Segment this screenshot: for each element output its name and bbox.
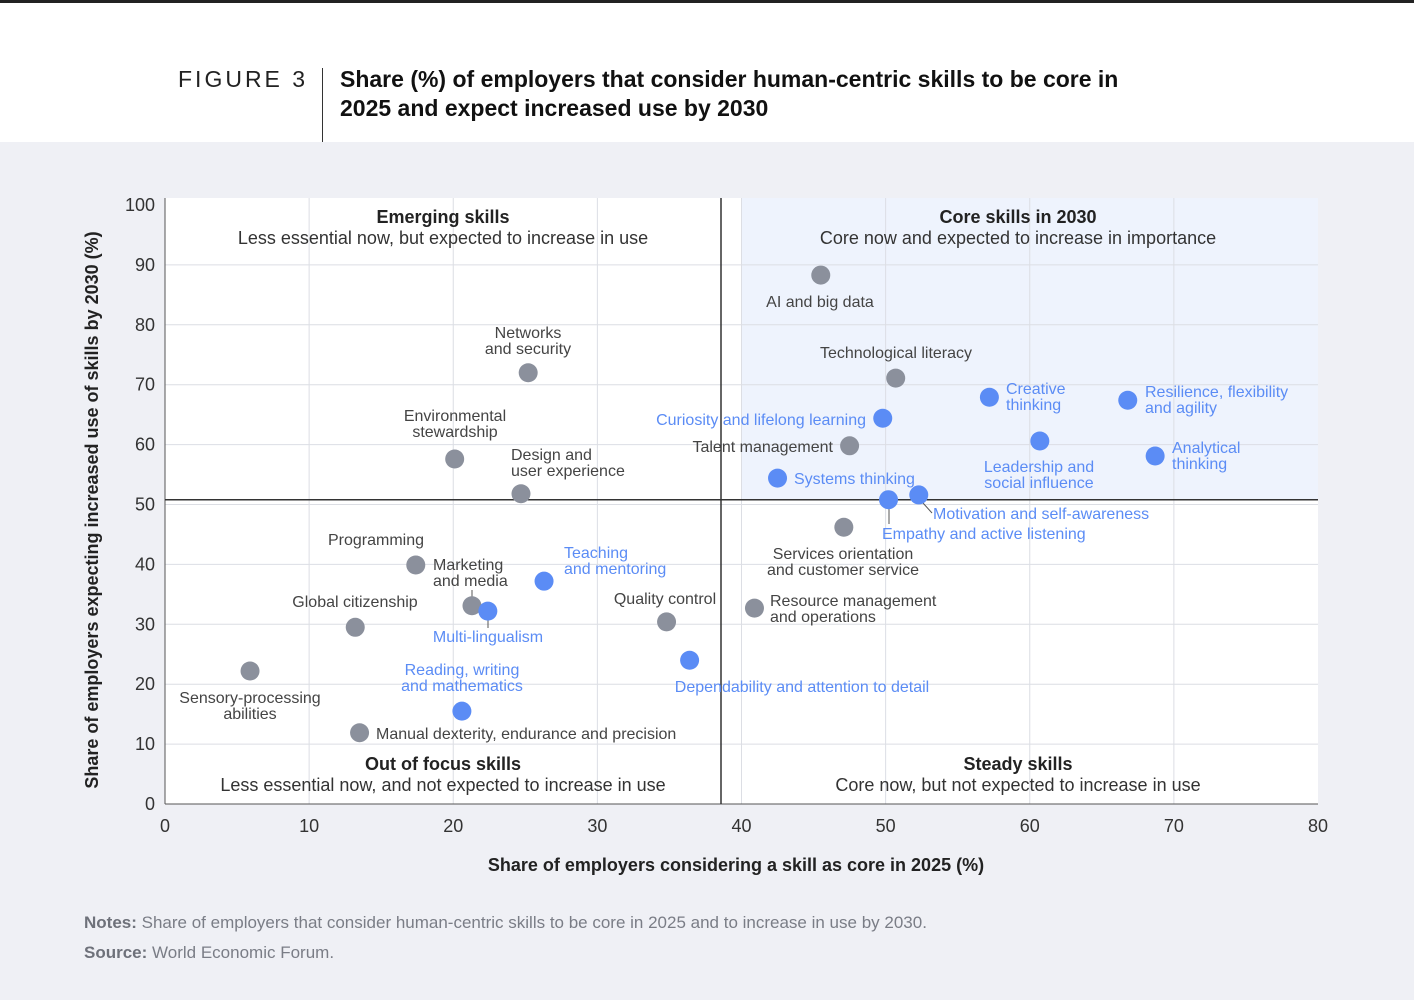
data-label: Talent management	[692, 439, 833, 456]
quadrant-title: Emerging skills	[376, 207, 509, 227]
data-label: Resource management and operations	[770, 593, 937, 626]
data-point	[240, 661, 260, 681]
data-point	[406, 555, 426, 575]
data-label: Empathy and active listening	[882, 526, 1086, 543]
chart-title: Share (%) of employers that consider hum…	[340, 66, 1119, 121]
data-point	[511, 484, 531, 504]
x-tick-label: 60	[1020, 816, 1040, 836]
data-point	[345, 617, 365, 637]
data-point	[1118, 390, 1138, 410]
data-label: Curiosity and lifelong learning	[656, 412, 866, 429]
y-tick-label: 0	[145, 794, 155, 814]
data-point	[744, 598, 764, 618]
data-label: Environmental stewardship	[404, 408, 506, 441]
data-point	[879, 490, 899, 510]
data-point	[1030, 431, 1050, 451]
quadrant-title: Core skills in 2030	[939, 207, 1096, 227]
data-label: Manual dexterity, endurance and precisio…	[376, 726, 676, 743]
quadrant-subtitle: Core now, but not expected to increase i…	[835, 775, 1200, 795]
data-point	[680, 650, 700, 670]
data-label: Teaching and mentoring	[564, 545, 666, 578]
data-label: Technological literacy	[820, 345, 972, 362]
y-tick-label: 70	[135, 375, 155, 395]
quadrant-subtitle: Less essential now, and not expected to …	[220, 775, 665, 795]
notes-label: Notes:	[84, 913, 137, 932]
header-divider	[322, 68, 323, 142]
x-tick-label: 10	[299, 816, 319, 836]
data-point	[350, 723, 370, 743]
data-label: Resilience, flexibility and agility	[1145, 384, 1288, 417]
data-label: Analytical thinking	[1172, 440, 1240, 473]
notes-text: Share of employers that consider human-c…	[141, 913, 927, 932]
data-label: Quality control	[614, 591, 716, 608]
data-point	[840, 436, 860, 456]
x-tick-label: 0	[160, 816, 170, 836]
x-axis-title: Share of employers considering a skill a…	[488, 855, 984, 875]
data-label: Systems thinking	[794, 471, 915, 488]
data-point	[979, 387, 999, 407]
figure-label: FIGURE 3	[178, 66, 309, 92]
y-tick-label: 30	[135, 614, 155, 634]
data-point	[886, 368, 906, 388]
data-point	[534, 571, 554, 591]
data-label: AI and big data	[766, 294, 874, 311]
data-label: Programming	[328, 532, 424, 549]
data-label: Global citizenship	[292, 594, 418, 611]
source-text: World Economic Forum.	[152, 943, 335, 962]
data-point	[811, 265, 831, 285]
y-tick-label: 60	[135, 435, 155, 455]
quadrant-title: Steady skills	[963, 754, 1072, 774]
data-point	[452, 701, 472, 721]
quadrant-subtitle: Core now and expected to increase in imp…	[820, 228, 1216, 248]
data-point	[1145, 446, 1165, 466]
data-label: Networks and security	[485, 325, 571, 358]
data-point	[462, 596, 482, 616]
quadrant-title: Out of focus skills	[365, 754, 521, 774]
y-tick-label: 50	[135, 495, 155, 515]
x-tick-label: 50	[876, 816, 896, 836]
data-point	[657, 612, 677, 632]
data-label: Multi-lingualism	[433, 629, 543, 646]
source-label: Source:	[84, 943, 148, 962]
y-axis-title: Share of employers expecting increased u…	[82, 231, 102, 788]
data-label: Design and user experience	[511, 447, 625, 480]
x-tick-label: 40	[731, 816, 751, 836]
y-tick-label: 20	[135, 674, 155, 694]
x-tick-label: 20	[443, 816, 463, 836]
header	[0, 3, 1414, 142]
quadrant-subtitle: Less essential now, but expected to incr…	[238, 228, 648, 248]
data-label: Reading, writing and mathematics	[401, 662, 523, 695]
y-tick-label: 100	[125, 195, 155, 215]
data-label: Leadership and social influence	[984, 459, 1094, 492]
y-tick-label: 40	[135, 554, 155, 574]
data-point	[834, 517, 854, 537]
data-label: Marketing and media	[433, 557, 508, 590]
data-label: Sensory-processing abilities	[179, 690, 320, 723]
notes: Notes: Share of employers that consider …	[84, 908, 927, 968]
data-point	[873, 408, 893, 428]
data-label: Services orientation and customer service	[767, 546, 919, 579]
data-label: Dependability and attention to detail	[675, 679, 929, 696]
x-tick-label: 80	[1308, 816, 1328, 836]
y-tick-label: 90	[135, 255, 155, 275]
data-point	[445, 449, 465, 469]
data-point	[518, 363, 538, 383]
data-point	[768, 468, 788, 488]
y-tick-label: 10	[135, 734, 155, 754]
data-point	[909, 485, 929, 505]
y-tick-label: 80	[135, 315, 155, 335]
data-point	[478, 601, 498, 621]
x-tick-label: 30	[587, 816, 607, 836]
leader-line	[922, 502, 933, 514]
top-rule	[0, 0, 1414, 3]
data-label: Creative thinking	[1006, 381, 1066, 414]
data-label: Motivation and self-awareness	[933, 506, 1149, 523]
x-tick-label: 70	[1164, 816, 1184, 836]
